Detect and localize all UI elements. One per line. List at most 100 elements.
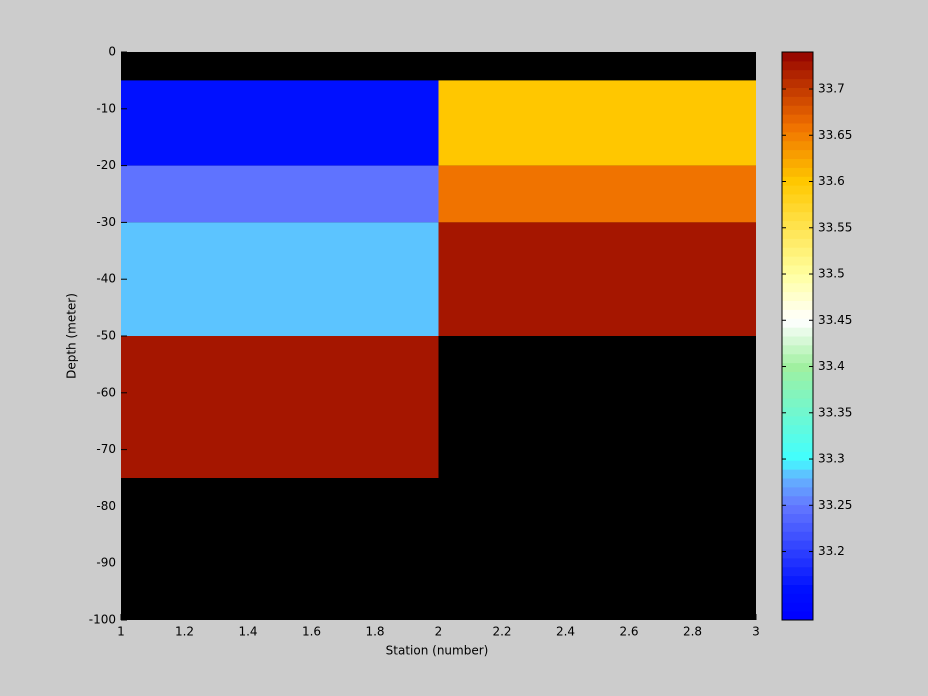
colorbar-tick-label: 33.3 (818, 452, 845, 466)
colorbar-swatch (782, 371, 813, 381)
colorbar-tick-label: 33.25 (818, 498, 852, 512)
x-tick-label: 1.6 (302, 625, 321, 639)
colorbar-swatch (782, 424, 813, 435)
colorbar-swatch (782, 176, 813, 186)
colorbar-swatch (782, 87, 813, 97)
colorbar-swatch (782, 265, 813, 275)
colorbar-swatch (782, 504, 813, 514)
colorbar-swatch (782, 362, 813, 372)
colorbar-tick-label: 33.45 (818, 313, 852, 327)
x-tick-label: 3 (752, 625, 760, 639)
colorbar-swatch (782, 60, 813, 71)
heatmap-cell (438, 478, 756, 620)
x-tick-label: 2.8 (683, 625, 702, 639)
colorbar-swatch (782, 407, 813, 417)
colorbar-frame (781, 51, 814, 621)
colorbar-swatch (782, 229, 813, 239)
colorbar-swatch (782, 460, 813, 470)
colorbar-swatch (782, 575, 813, 585)
heatmap-cell (438, 222, 756, 336)
colorbar-swatch (782, 327, 813, 337)
y-tick-label: -50 (96, 329, 116, 343)
colorbar-swatch (782, 105, 813, 115)
colorbar-swatch (782, 300, 813, 310)
heatmap-cell (121, 478, 439, 620)
colorbar-swatch (782, 566, 813, 577)
y-tick-label: -90 (96, 556, 116, 570)
colorbar-tick-label: 33.55 (818, 220, 852, 234)
colorbar-swatch (782, 380, 813, 390)
colorbar-swatch (782, 247, 813, 257)
x-tick-label: 2.4 (556, 625, 575, 639)
colorbar-swatch (782, 282, 813, 293)
colorbar-swatch (782, 486, 813, 497)
colorbar-swatch (782, 78, 813, 88)
colorbar-swatch (782, 185, 813, 195)
x-tick-label: 2.2 (492, 625, 511, 639)
colorbar-tick-label: 33.7 (818, 82, 845, 96)
heatmap-cell (438, 52, 756, 81)
colorbar-swatch (782, 291, 813, 301)
colorbar-tick-label: 33.5 (818, 267, 845, 281)
colorbar-swatch (782, 52, 813, 62)
y-tick-label: -20 (96, 158, 116, 172)
y-tick-label: -30 (96, 215, 116, 229)
colorbar-swatch (782, 398, 813, 408)
heatmap-cell (121, 336, 439, 478)
colorbar-swatch (782, 96, 813, 106)
colorbar-swatch (782, 344, 813, 355)
colorbar-swatch (782, 167, 813, 177)
y-tick-label: 0 (108, 45, 116, 59)
colorbar-tick-label: 33.4 (818, 359, 845, 373)
colorbar-swatch (782, 211, 813, 222)
colorbar-swatch (782, 540, 813, 550)
heatmap-cell (121, 52, 439, 81)
colorbar-swatch (782, 336, 813, 346)
colorbar-swatch (782, 442, 813, 452)
colorbar-swatch (782, 256, 813, 266)
colorbar-swatch (782, 602, 813, 612)
heatmap-cell (121, 165, 439, 223)
colorbar-swatch (782, 557, 813, 568)
colorbar-swatch (782, 451, 813, 461)
y-tick-label: -70 (96, 442, 116, 456)
colorbar-swatch (782, 531, 813, 541)
x-tick-label: 2 (435, 625, 443, 639)
colorbar-tick-label: 33.35 (818, 405, 852, 419)
colorbar-swatch (782, 611, 813, 621)
heatmap-cell (438, 165, 756, 223)
colorbar-swatch (782, 469, 813, 479)
y-tick-label: -60 (96, 385, 116, 399)
colorbar-swatch (782, 433, 813, 443)
colorbar-swatch (782, 114, 813, 124)
colorbar-swatch (782, 202, 813, 213)
colorbar-swatch (782, 158, 813, 168)
colorbar-swatch (782, 69, 813, 80)
colorbar-swatch (782, 149, 813, 159)
colorbar-swatch (782, 194, 813, 204)
heatmap-cell (438, 80, 756, 166)
colorbar-swatch (782, 495, 813, 506)
colorbar-swatch (782, 478, 813, 488)
heatmap-cell (438, 336, 756, 478)
y-tick-label: -100 (89, 613, 116, 627)
colorbar-swatch (782, 238, 813, 248)
colorbar-swatch (782, 389, 813, 399)
colorbar-swatch (782, 593, 813, 603)
y-axis-label: Depth (meter) (65, 293, 79, 379)
colorbar-tick-label: 33.65 (818, 128, 852, 142)
colorbar-swatch (782, 123, 813, 133)
x-tick-label: 1.8 (365, 625, 384, 639)
colorbar-swatch (782, 353, 813, 364)
heatmap-cell (121, 222, 439, 336)
x-tick-label: 1.2 (175, 625, 194, 639)
colorbar-swatch (782, 513, 813, 523)
colorbar-tick-label: 33.2 (818, 544, 845, 558)
heatmap-cell (121, 80, 439, 166)
x-axis-label: Station (number) (386, 644, 489, 658)
colorbar-swatch (782, 584, 813, 594)
x-tick-label: 1 (117, 625, 125, 639)
colorbar-swatch (782, 131, 813, 142)
colorbar-tick-label: 33.6 (818, 174, 845, 188)
